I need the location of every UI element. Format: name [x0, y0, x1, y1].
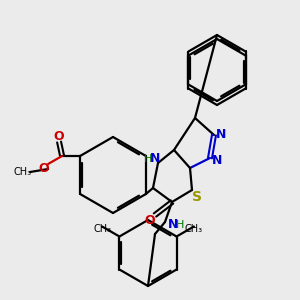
Text: N: N [212, 154, 222, 166]
Text: N: N [168, 218, 178, 232]
Text: CH₃: CH₃ [93, 224, 111, 233]
Text: N: N [216, 128, 226, 142]
Text: O: O [145, 214, 155, 226]
Text: O: O [39, 163, 50, 176]
Text: N: N [150, 152, 160, 166]
Text: H: H [176, 220, 184, 230]
Text: CH₃: CH₃ [13, 167, 31, 177]
Text: S: S [192, 190, 202, 204]
Text: CH₃: CH₃ [185, 224, 203, 233]
Text: O: O [54, 130, 64, 142]
Text: H: H [144, 154, 152, 164]
